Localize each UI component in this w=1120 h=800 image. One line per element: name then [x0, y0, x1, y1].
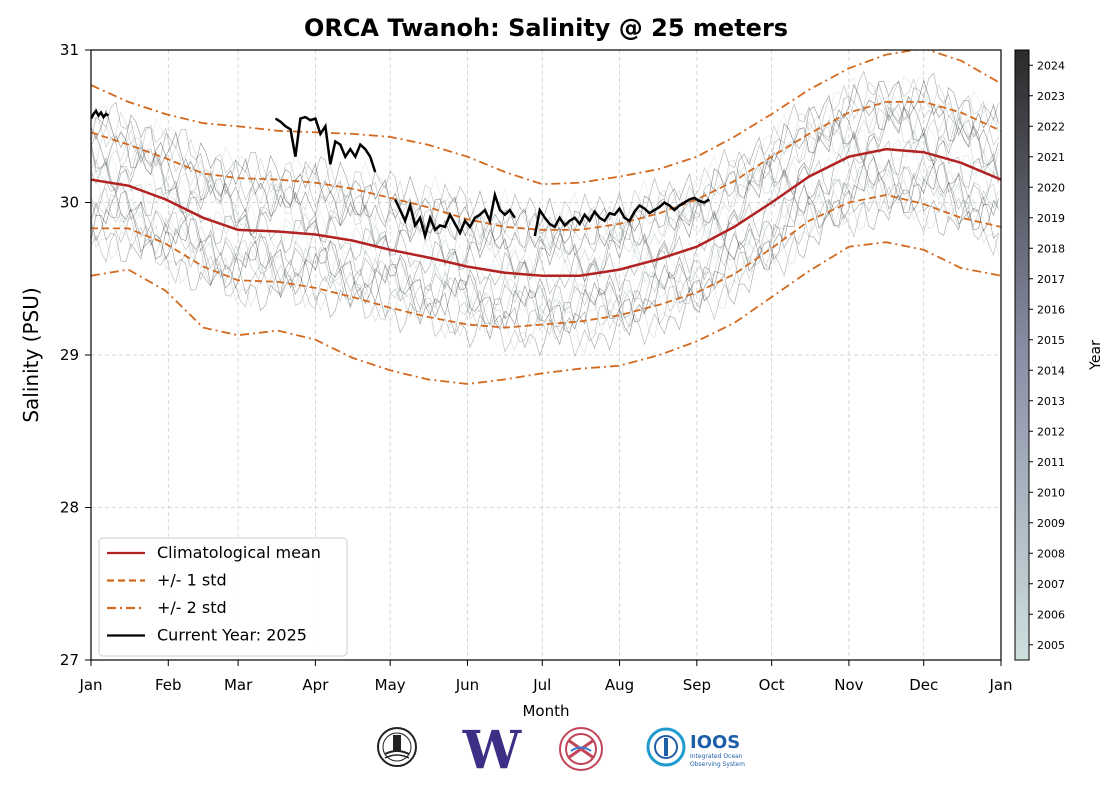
- colorbar-label: Year: [1088, 340, 1104, 371]
- historical-traces: [91, 70, 999, 358]
- colorbar-tick-label: 2012: [1037, 425, 1065, 438]
- colorbar-tick-label: 2015: [1037, 334, 1065, 347]
- y-tick-label: 30: [60, 194, 79, 212]
- colorbar-tick-label: 2024: [1037, 59, 1065, 72]
- chart-title: ORCA Twanoh: Salinity @ 25 meters: [304, 14, 788, 42]
- historical-trace-2020: [91, 106, 999, 283]
- y-axis-label: Salinity (PSU): [19, 287, 43, 422]
- legend: Climatological mean +/- 1 std +/- 2 std Cur…: [98, 537, 348, 657]
- historical-trace-2008: [91, 169, 999, 354]
- legend-label: +/- 2 std: [157, 598, 227, 617]
- y-tick-label: 29: [60, 346, 79, 364]
- y-tick-label: 31: [60, 41, 79, 59]
- historical-trace-2013: [91, 78, 999, 257]
- colorbar-tick-label: 2007: [1037, 578, 1065, 591]
- historical-trace-2012: [91, 157, 999, 336]
- x-tick-label: May: [375, 676, 406, 694]
- colorbar-gradient: [1014, 49, 1030, 661]
- orca-logo: [377, 727, 417, 767]
- historical-trace-2006: [91, 75, 999, 246]
- historical-trace-2024: [91, 79, 999, 266]
- colorbar-tick-label: 2019: [1037, 212, 1065, 225]
- colorbar-tick-label: 2009: [1037, 517, 1065, 530]
- legend-box: [98, 537, 348, 657]
- plot-area: Jan Feb Mar Apr May Jun Jul Aug Sep Oct Nov Dec Jan 2…: [60, 41, 1013, 694]
- y-tick-label: 28: [60, 499, 79, 517]
- x-tick-label: Jul: [532, 676, 551, 694]
- x-tick-label: Jun: [455, 676, 479, 694]
- colorbar-tick-label: 2020: [1037, 181, 1065, 194]
- colorbar-tick-label: 2005: [1037, 639, 1065, 652]
- historical-trace-2018: [91, 127, 999, 312]
- x-tick-label: Dec: [909, 676, 938, 694]
- year-colorbar: 2005 2006 2007 2008 2009 2010 2011 2012 2013 2014…: [1014, 49, 1065, 661]
- x-tick-label: Feb: [155, 676, 182, 694]
- x-tick-label: Apr: [302, 676, 329, 694]
- ioos-logo-title: IOOS: [690, 732, 740, 753]
- ioos-logo-subtitle-2: Observing System: [690, 761, 745, 768]
- historical-trace-2019: [91, 174, 999, 357]
- std1-line: [91, 193, 1001, 329]
- std1-line: [91, 101, 1001, 231]
- legend-label: Climatological mean: [157, 543, 321, 562]
- x-tick-label: Oct: [759, 676, 785, 694]
- colorbar-tick-label: 2016: [1037, 303, 1065, 316]
- y-tick-label: 27: [60, 651, 79, 669]
- colorbar-tick-label: 2023: [1037, 90, 1065, 103]
- current-year-segment: [91, 108, 110, 120]
- legend-label: +/- 1 std: [157, 571, 227, 590]
- x-tick-label: Aug: [605, 676, 634, 694]
- colorbar-tick-label: 2008: [1037, 547, 1065, 560]
- std2-line: [91, 241, 1001, 385]
- climatological-mean-line: [91, 147, 1001, 277]
- ioos-logo: IOOS Integrated Ocean Observing System: [646, 727, 745, 768]
- ioos-logo-subtitle-1: Integrated Ocean: [690, 753, 743, 760]
- uw-logo-letter: W: [462, 724, 523, 772]
- historical-trace-2009: [91, 93, 999, 281]
- historical-trace-2015: [91, 174, 999, 358]
- x-tick-label: Jan: [78, 676, 102, 694]
- x-tick-label: Mar: [224, 676, 253, 694]
- colorbar-tick-label: 2014: [1037, 364, 1065, 377]
- historical-trace-2007: [91, 139, 999, 313]
- legend-label: Current Year: 2025: [157, 626, 307, 645]
- historical-trace-2016: [91, 133, 999, 312]
- colorbar-tick-label: 2017: [1037, 273, 1065, 286]
- x-axis-label: Month: [522, 702, 569, 720]
- nanoos-logo: [559, 727, 603, 771]
- colorbar-tick-label: 2011: [1037, 456, 1065, 469]
- historical-trace-2021: [91, 81, 999, 256]
- colorbar-tick-label: 2013: [1037, 395, 1065, 408]
- x-tick-label: Nov: [834, 676, 863, 694]
- historical-trace-2022: [91, 155, 999, 334]
- colorbar-tick-label: 2018: [1037, 242, 1065, 255]
- historical-trace-2023: [91, 161, 999, 346]
- current-year-segment: [274, 115, 377, 173]
- x-tick-label: Sep: [683, 676, 711, 694]
- colorbar-tick-label: 2022: [1037, 120, 1065, 133]
- current-year-segment: [533, 196, 710, 237]
- x-tick-label: Jan: [988, 676, 1012, 694]
- colorbar-tick-label: 2010: [1037, 486, 1065, 499]
- current-year-segment: [394, 189, 516, 241]
- uw-logo: W: [462, 724, 523, 772]
- colorbar-tick-label: 2021: [1037, 151, 1065, 164]
- std2-line: [91, 50, 1001, 186]
- colorbar-tick-label: 2006: [1037, 608, 1065, 621]
